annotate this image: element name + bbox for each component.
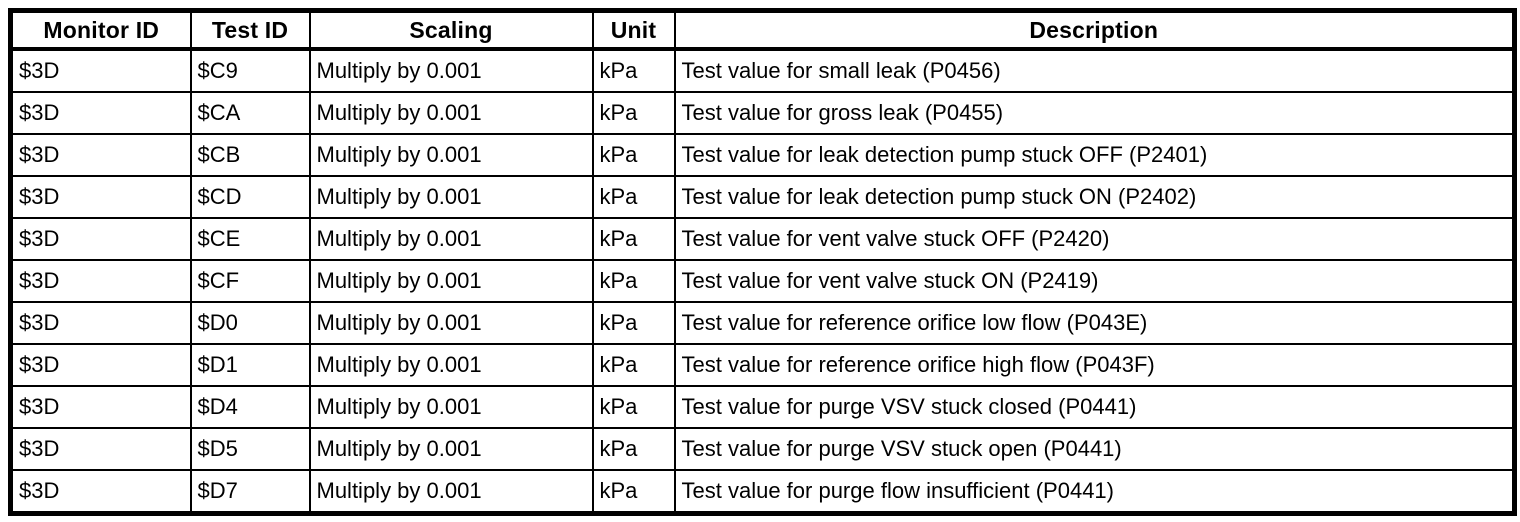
cell-test-id: $D0	[189, 301, 311, 345]
cell-monitor-id: $3D	[9, 469, 192, 515]
cell-unit: kPa	[591, 385, 676, 429]
cell-test-id: $D7	[189, 469, 311, 515]
table-row: $3D $C9 Multiply by 0.001 kPa Test value for…	[9, 48, 1516, 93]
cell-monitor-id: $3D	[9, 133, 192, 177]
cell-description: Test value for purge VSV stuck open (P04…	[673, 427, 1516, 471]
cell-test-id: $CA	[189, 91, 311, 135]
table-body: $3D $C9 Multiply by 0.001 kPa Test value for…	[9, 48, 1516, 515]
table-row: $3D $D4 Multiply by 0.001 kPa Test value for…	[9, 385, 1516, 429]
cell-test-id: $D1	[189, 343, 311, 387]
monitor-test-data-table: Monitor ID Test ID Scaling Unit Descript…	[8, 8, 1517, 516]
table-row: $3D $D5 Multiply by 0.001 kPa Test value for…	[9, 427, 1516, 471]
cell-monitor-id: $3D	[9, 48, 192, 93]
cell-unit: kPa	[591, 48, 676, 93]
cell-description: Test value for leak detection pump stuck…	[673, 133, 1516, 177]
table-header: Monitor ID Test ID Scaling Unit Descript…	[9, 9, 1516, 51]
cell-scaling: Multiply by 0.001	[308, 343, 594, 387]
table-row: $3D $D0 Multiply by 0.001 kPa Test value for…	[9, 301, 1516, 345]
cell-description: Test value for gross leak (P0455)	[673, 91, 1516, 135]
cell-test-id: $D4	[189, 385, 311, 429]
cell-unit: kPa	[591, 469, 676, 515]
cell-description: Test value for leak detection pump stuck…	[673, 175, 1516, 219]
cell-scaling: Multiply by 0.001	[308, 133, 594, 177]
cell-test-id: $D5	[189, 427, 311, 471]
cell-scaling: Multiply by 0.001	[308, 427, 594, 471]
cell-scaling: Multiply by 0.001	[308, 48, 594, 93]
cell-description: Test value for reference orifice high fl…	[673, 343, 1516, 387]
cell-description: Test value for small leak (P0456)	[673, 48, 1516, 93]
table-row: $3D $CF Multiply by 0.001 kPa Test value for…	[9, 259, 1516, 303]
table-row: $3D $D7 Multiply by 0.001 kPa Test value for…	[9, 469, 1516, 515]
cell-monitor-id: $3D	[9, 91, 192, 135]
table-row: $3D $CE Multiply by 0.001 kPa Test value for…	[9, 217, 1516, 261]
cell-test-id: $CD	[189, 175, 311, 219]
cell-unit: kPa	[591, 427, 676, 471]
table-row: $3D $CA Multiply by 0.001 kPa Test value for…	[9, 91, 1516, 135]
header-row: Monitor ID Test ID Scaling Unit Descript…	[9, 9, 1516, 51]
cell-test-id: $CF	[189, 259, 311, 303]
table-row: $3D $CB Multiply by 0.001 kPa Test value for…	[9, 133, 1516, 177]
cell-monitor-id: $3D	[9, 343, 192, 387]
cell-scaling: Multiply by 0.001	[308, 301, 594, 345]
cell-monitor-id: $3D	[9, 427, 192, 471]
cell-unit: kPa	[591, 301, 676, 345]
cell-unit: kPa	[591, 343, 676, 387]
cell-unit: kPa	[591, 175, 676, 219]
cell-scaling: Multiply by 0.001	[308, 385, 594, 429]
cell-test-id: $C9	[189, 48, 311, 93]
cell-scaling: Multiply by 0.001	[308, 259, 594, 303]
cell-monitor-id: $3D	[9, 385, 192, 429]
cell-unit: kPa	[591, 133, 676, 177]
cell-unit: kPa	[591, 91, 676, 135]
column-header-description: Description	[673, 9, 1516, 51]
column-header-test-id: Test ID	[189, 9, 311, 51]
cell-description: Test value for vent valve stuck ON (P241…	[673, 259, 1516, 303]
cell-monitor-id: $3D	[9, 301, 192, 345]
cell-scaling: Multiply by 0.001	[308, 217, 594, 261]
cell-monitor-id: $3D	[9, 259, 192, 303]
cell-scaling: Multiply by 0.001	[308, 175, 594, 219]
cell-description: Test value for purge flow insufficient (…	[673, 469, 1516, 515]
column-header-scaling: Scaling	[308, 9, 594, 51]
cell-unit: kPa	[591, 217, 676, 261]
cell-test-id: $CB	[189, 133, 311, 177]
cell-monitor-id: $3D	[9, 175, 192, 219]
cell-scaling: Multiply by 0.001	[308, 91, 594, 135]
table-row: $3D $D1 Multiply by 0.001 kPa Test value for…	[9, 343, 1516, 387]
cell-unit: kPa	[591, 259, 676, 303]
cell-description: Test value for reference orifice low flo…	[673, 301, 1516, 345]
cell-monitor-id: $3D	[9, 217, 192, 261]
column-header-monitor-id: Monitor ID	[9, 9, 192, 51]
column-header-unit: Unit	[591, 9, 676, 51]
cell-test-id: $CE	[189, 217, 311, 261]
cell-description: Test value for vent valve stuck OFF (P24…	[673, 217, 1516, 261]
cell-description: Test value for purge VSV stuck closed (P…	[673, 385, 1516, 429]
cell-scaling: Multiply by 0.001	[308, 469, 594, 515]
table-row: $3D $CD Multiply by 0.001 kPa Test value for…	[9, 175, 1516, 219]
